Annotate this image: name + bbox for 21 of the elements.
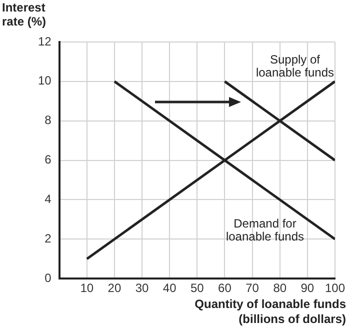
x-tick-label: 100 bbox=[324, 281, 346, 296]
y-tick-label: 12 bbox=[38, 34, 52, 48]
x-axis-title: Quantity of loanable funds (billions of dollars) bbox=[194, 296, 346, 326]
x-tick-label: 70 bbox=[246, 281, 260, 296]
y-tick-label: 4 bbox=[44, 192, 52, 206]
y-tick-label: 6 bbox=[44, 152, 52, 167]
y-tick-label: 2 bbox=[44, 231, 52, 246]
x-tick-label: 90 bbox=[300, 281, 314, 296]
x-tick-label: 50 bbox=[190, 281, 204, 296]
y-tick-label: 10 bbox=[38, 74, 52, 88]
x-tick-label: 80 bbox=[273, 281, 287, 296]
x-tick-label: 10 bbox=[80, 281, 94, 296]
x-tick-label: 20 bbox=[108, 281, 122, 296]
y-tick-label: 8 bbox=[44, 113, 52, 128]
x-tick-label: 60 bbox=[218, 281, 232, 296]
series-label: Demand for loanable funds bbox=[226, 216, 304, 244]
series-label: Supply of loanable funds bbox=[256, 52, 334, 80]
y-axis-title: Interest rate (%) bbox=[2, 0, 46, 28]
x-tick-label: 40 bbox=[162, 281, 177, 296]
x-tick-label: 30 bbox=[135, 281, 150, 296]
y-tick-label: 0 bbox=[44, 270, 52, 285]
